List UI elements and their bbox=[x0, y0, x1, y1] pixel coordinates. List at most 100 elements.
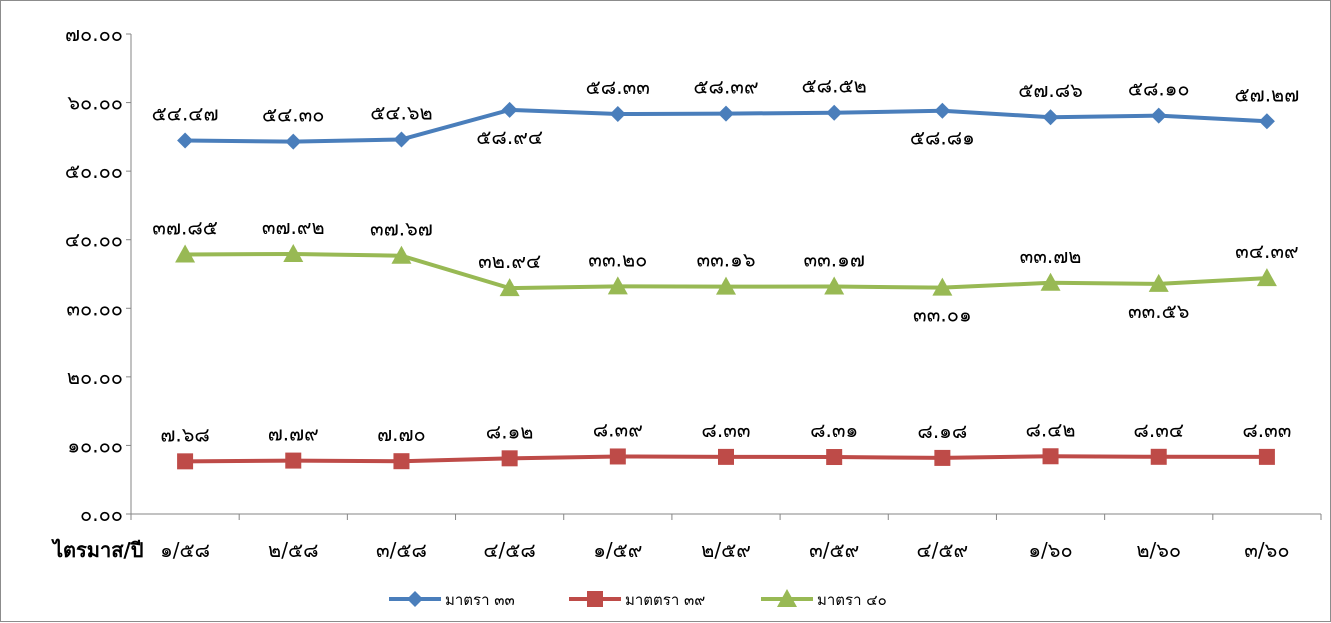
data-point bbox=[499, 278, 520, 297]
data-label: ๓๓.๑๗ bbox=[803, 248, 864, 272]
legend: มาตรา ๓๓ มาตตรา ๓๙ มาตรา ๔๐ bbox=[389, 589, 887, 609]
data-label: ๕๔.๔๗ bbox=[152, 101, 219, 125]
x-tick-label: ๑/๖๐ bbox=[1028, 538, 1072, 562]
data-label: ๓๓.๗๒ bbox=[1020, 244, 1082, 268]
data-point bbox=[1148, 273, 1169, 292]
data-point bbox=[285, 133, 302, 150]
data-label: ๘.๓๓ bbox=[1242, 418, 1291, 442]
data-point bbox=[718, 448, 734, 465]
legend-item: มาตรา ๓๓ bbox=[389, 591, 515, 609]
x-tick-label: ๑/๕๘ bbox=[160, 538, 210, 562]
data-point bbox=[609, 106, 626, 123]
data-point bbox=[1150, 448, 1167, 465]
series-2 bbox=[177, 448, 1275, 470]
y-tick-label: ๐.๐๐ bbox=[80, 502, 123, 526]
y-tick-label: ๗๐.๐๐ bbox=[65, 22, 123, 46]
data-point bbox=[501, 450, 518, 467]
data-label: ๕๘.๓๓ bbox=[586, 75, 650, 99]
y-tick-label: ๖๐.๐๐ bbox=[67, 91, 123, 115]
data-label: ๗.๗๐ bbox=[377, 422, 426, 446]
data-point bbox=[826, 449, 843, 466]
data-point bbox=[1040, 272, 1061, 291]
legend-item: มาตตรา ๓๙ bbox=[569, 591, 705, 609]
legend-item: มาตรา ๔๐ bbox=[761, 589, 887, 609]
data-point bbox=[716, 276, 736, 295]
y-tick-label: ๑๐.๐๐ bbox=[67, 433, 123, 457]
x-tick-label: ๑/๕๙ bbox=[593, 538, 642, 562]
data-point bbox=[285, 452, 302, 469]
data-label: ๘.๓๑ bbox=[810, 418, 858, 442]
x-tick-label: ๓/๕๘ bbox=[376, 538, 427, 562]
legend-label: มาตตรา ๓๙ bbox=[625, 591, 705, 609]
data-label: ๓๒.๙๔ bbox=[478, 249, 541, 273]
series-1 bbox=[177, 101, 1275, 150]
x-tick-label: ๔/๕๙ bbox=[917, 538, 969, 562]
data-point bbox=[934, 449, 951, 466]
data-label: ๘.๓๙ bbox=[593, 417, 643, 441]
data-point bbox=[177, 453, 194, 470]
data-point bbox=[609, 448, 626, 465]
data-point bbox=[1150, 107, 1167, 124]
y-tick-label: ๔๐.๐๐ bbox=[65, 228, 123, 252]
x-tick-label: ๒/๕๙ bbox=[701, 538, 751, 562]
data-label: ๕๗.๘๖ bbox=[1018, 78, 1083, 102]
data-label: ๓๗.๘๕ bbox=[152, 215, 218, 239]
data-label: ๗.๗๙ bbox=[268, 422, 319, 446]
series-3 bbox=[175, 243, 1277, 297]
data-point bbox=[393, 453, 410, 470]
data-label: ๓๔.๓๙ bbox=[1235, 239, 1299, 263]
data-label: ๓๓.๕๖ bbox=[1128, 299, 1190, 323]
data-point bbox=[177, 132, 194, 149]
data-label: ๕๘.๑๐ bbox=[1128, 77, 1190, 101]
x-tick-label: ๒/๖๐ bbox=[1136, 538, 1181, 562]
legend-label: มาตรา ๔๐ bbox=[817, 591, 887, 609]
data-point bbox=[501, 101, 518, 118]
data-label: ๓๗.๖๗ bbox=[370, 217, 433, 241]
data-label: ๘.๔๒ bbox=[1025, 417, 1075, 441]
axes: ๐.๐๐ ๑๐.๐๐ ๒๐.๐๐ ๓๐.๐๐ ๔๐.๐๐ ๕๐.๐๐ ๖๐.๐๐ ๗๐.๐๐๑… bbox=[51, 22, 1322, 562]
data-label: ๘.๓๓ bbox=[701, 418, 750, 442]
legend-label: มาตรา ๓๓ bbox=[445, 591, 515, 609]
data-label: ๘.๑๘ bbox=[917, 419, 967, 443]
legend-marker bbox=[407, 591, 423, 607]
x-tick-label: ๒/๕๘ bbox=[268, 538, 319, 562]
data-label: ๓๓.๑๖ bbox=[696, 248, 755, 272]
data-point bbox=[1258, 113, 1275, 130]
data-point bbox=[393, 131, 410, 148]
x-axis-title: ไตรมาส/ปี bbox=[51, 538, 143, 562]
data-point bbox=[283, 243, 304, 262]
data-point bbox=[391, 245, 412, 264]
y-tick-label: ๒๐.๐๐ bbox=[67, 365, 123, 389]
data-label: ๕๘.๓๙ bbox=[693, 75, 758, 99]
data-point bbox=[607, 276, 628, 295]
data-label: ๕๘.๙๔ bbox=[476, 125, 543, 149]
x-tick-label: ๓/๖๐ bbox=[1244, 538, 1289, 562]
data-label: ๕๗.๒๗ bbox=[1235, 82, 1300, 106]
data-point bbox=[1258, 448, 1275, 465]
data-label: ๕๘.๕๒ bbox=[802, 74, 867, 98]
x-tick-label: ๔/๕๘ bbox=[483, 538, 535, 562]
data-label: ๕๔.๓๐ bbox=[262, 103, 325, 127]
legend-marker bbox=[587, 591, 603, 607]
data-point bbox=[826, 104, 843, 121]
data-label: ๘.๑๒ bbox=[486, 419, 534, 443]
data-label: ๓๓.๒๐ bbox=[588, 247, 647, 271]
legend-marker bbox=[777, 589, 797, 607]
y-tick-label: ๓๐.๐๐ bbox=[66, 296, 123, 320]
data-point bbox=[824, 276, 845, 295]
y-tick-label: ๕๐.๐๐ bbox=[65, 159, 123, 183]
data-label: ๕๔.๖๒ bbox=[370, 100, 433, 124]
data-label: ๗.๖๘ bbox=[160, 422, 210, 446]
data-point bbox=[934, 102, 951, 119]
data-point bbox=[932, 277, 953, 296]
data-point bbox=[718, 105, 734, 122]
data-point bbox=[175, 244, 196, 263]
data-point bbox=[1042, 109, 1059, 126]
data-label: ๓๗.๙๒ bbox=[262, 215, 325, 239]
data-label: ๓๓.๐๑ bbox=[913, 303, 972, 327]
data-label: ๕๘.๘๑ bbox=[910, 126, 975, 150]
data-point bbox=[1042, 448, 1059, 465]
